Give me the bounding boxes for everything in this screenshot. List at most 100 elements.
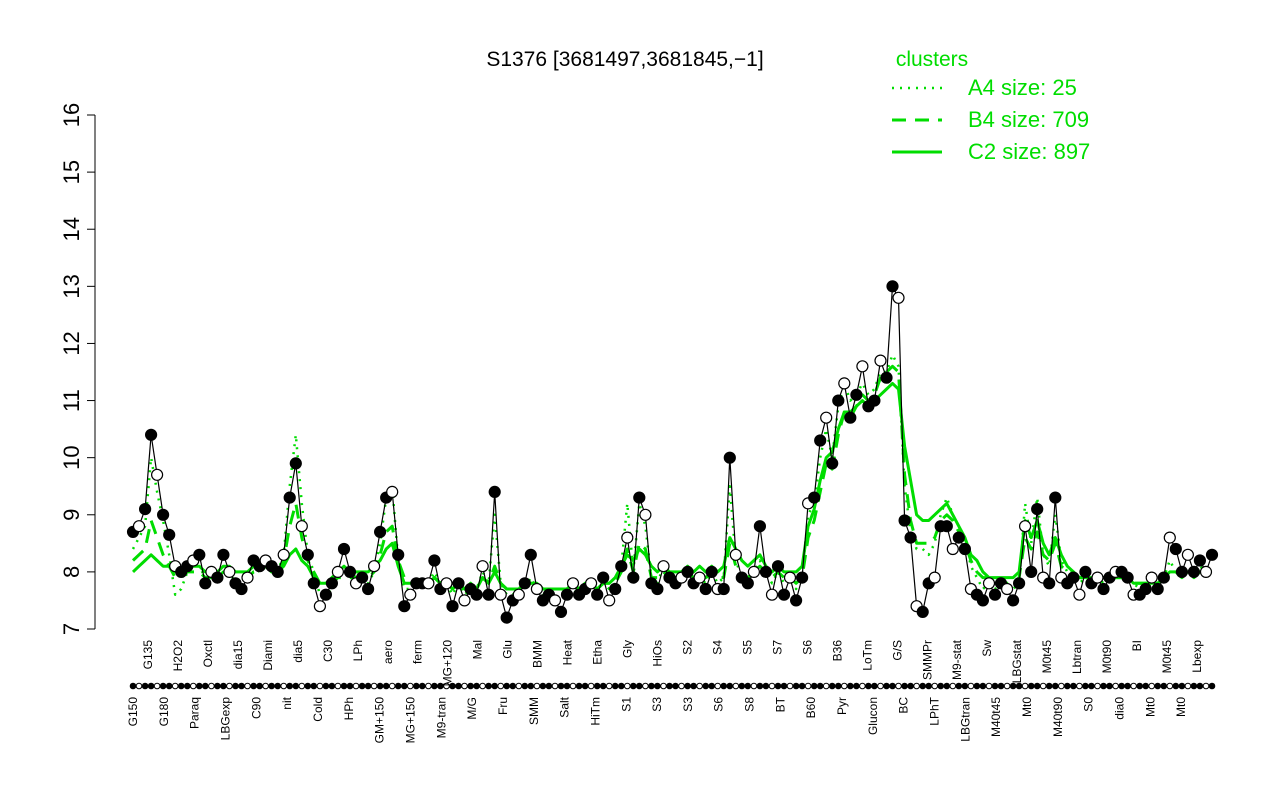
rug-mark bbox=[244, 682, 251, 690]
data-point bbox=[518, 577, 531, 590]
data-point bbox=[898, 514, 911, 527]
rug-mark bbox=[889, 682, 896, 690]
x-tick-label: Lbexp bbox=[1190, 640, 1204, 673]
y-tick-label: 12 bbox=[59, 331, 84, 355]
data-point bbox=[422, 577, 435, 590]
rug-mark bbox=[997, 682, 1005, 690]
data-point bbox=[729, 548, 742, 561]
x-tick-label: S7 bbox=[770, 640, 784, 655]
x-tick-label: LPhT bbox=[928, 696, 942, 725]
data-point bbox=[1012, 577, 1026, 590]
rug-mark bbox=[280, 682, 288, 690]
data-point bbox=[476, 560, 489, 573]
x-tick-label: C30 bbox=[321, 640, 335, 662]
data-point bbox=[362, 582, 375, 596]
data-point bbox=[591, 588, 604, 601]
rug-mark bbox=[407, 682, 414, 690]
rug-mark bbox=[925, 682, 933, 690]
rug-mark bbox=[575, 682, 583, 690]
rug-mark bbox=[985, 682, 993, 690]
rug-mark bbox=[1166, 682, 1174, 690]
rug-mark bbox=[750, 682, 758, 690]
data-point bbox=[886, 280, 899, 293]
rug-mark bbox=[726, 682, 734, 690]
data-point bbox=[193, 548, 206, 561]
x-tick-label: G150 bbox=[126, 697, 140, 727]
rug-mark bbox=[545, 682, 553, 690]
rug-mark bbox=[708, 682, 716, 690]
data-point bbox=[856, 360, 869, 373]
rug-mark bbox=[642, 682, 649, 690]
data-point bbox=[392, 548, 405, 561]
y-tick-label: 14 bbox=[59, 217, 84, 241]
x-tick-label: B36 bbox=[830, 640, 844, 662]
data-point bbox=[500, 611, 513, 624]
x-tick-label: dia5 bbox=[291, 640, 305, 663]
x-tick-label: LPh bbox=[351, 640, 365, 661]
rug-mark bbox=[816, 682, 824, 690]
rug-mark bbox=[1039, 682, 1047, 690]
rug-mark bbox=[780, 682, 788, 690]
rug-mark bbox=[533, 682, 541, 690]
x-tick-label: HiOs bbox=[651, 640, 665, 667]
rug-mark bbox=[714, 682, 722, 690]
rug-mark bbox=[298, 682, 306, 690]
data-point bbox=[1151, 582, 1164, 596]
rug-mark bbox=[913, 682, 920, 690]
rug-mark bbox=[660, 682, 667, 690]
rug-mark bbox=[883, 682, 890, 690]
x-tick-label: M40t90 bbox=[1051, 697, 1065, 737]
rug-mark bbox=[497, 682, 505, 690]
rug-mark bbox=[479, 682, 486, 690]
rug-mark bbox=[455, 682, 462, 690]
data-point bbox=[838, 377, 851, 390]
data-point bbox=[566, 577, 580, 590]
x-tick-label: Pyr bbox=[835, 697, 849, 715]
rug-mark bbox=[630, 682, 637, 690]
rug-mark bbox=[720, 682, 728, 690]
x-tick-label: SMM bbox=[527, 697, 541, 725]
rug-mark bbox=[979, 682, 987, 690]
data-point bbox=[952, 531, 965, 544]
legend-entry-label: A4 size: 25 bbox=[968, 75, 1077, 100]
data-point bbox=[826, 457, 839, 470]
x-tick-label: S1 bbox=[619, 697, 633, 712]
data-point bbox=[470, 588, 483, 601]
x-tick-label: S6 bbox=[800, 640, 814, 655]
x-tick-label: S6 bbox=[712, 697, 726, 712]
rug-mark bbox=[756, 682, 764, 690]
rug-mark bbox=[1003, 682, 1011, 690]
data-point bbox=[554, 605, 568, 619]
x-tick-label: Paraq bbox=[188, 697, 202, 729]
data-point bbox=[904, 531, 917, 544]
x-tick-label: ferm bbox=[411, 640, 425, 664]
rug-mark bbox=[401, 682, 408, 690]
rug-mark bbox=[551, 682, 559, 690]
rug-mark bbox=[901, 682, 908, 690]
rug-mark bbox=[859, 682, 866, 690]
x-tick-label: S8 bbox=[743, 697, 757, 712]
x-tick-label: S2 bbox=[681, 640, 695, 655]
rug-mark bbox=[762, 682, 770, 690]
data-point bbox=[211, 571, 224, 584]
rug-mark bbox=[467, 682, 474, 690]
data-point bbox=[307, 577, 320, 590]
data-point bbox=[1091, 571, 1104, 584]
rug-mark bbox=[370, 682, 378, 690]
legend-entry-label: B4 size: 709 bbox=[968, 107, 1089, 132]
data-point bbox=[808, 491, 821, 504]
data-point bbox=[777, 588, 791, 601]
data-point bbox=[584, 577, 598, 590]
x-tick-label: M/G bbox=[465, 697, 479, 720]
data-point bbox=[325, 577, 338, 590]
rug-mark bbox=[1142, 682, 1149, 690]
x-tick-label: Oxctl bbox=[201, 640, 215, 667]
x-tick-label: B60 bbox=[804, 697, 818, 719]
data-point bbox=[277, 548, 290, 561]
rug-mark bbox=[334, 682, 342, 690]
rug-mark bbox=[593, 682, 601, 690]
x-tick-label: G180 bbox=[157, 697, 171, 727]
data-point bbox=[331, 565, 344, 579]
data-point bbox=[1031, 503, 1044, 516]
rug-mark bbox=[539, 682, 547, 690]
